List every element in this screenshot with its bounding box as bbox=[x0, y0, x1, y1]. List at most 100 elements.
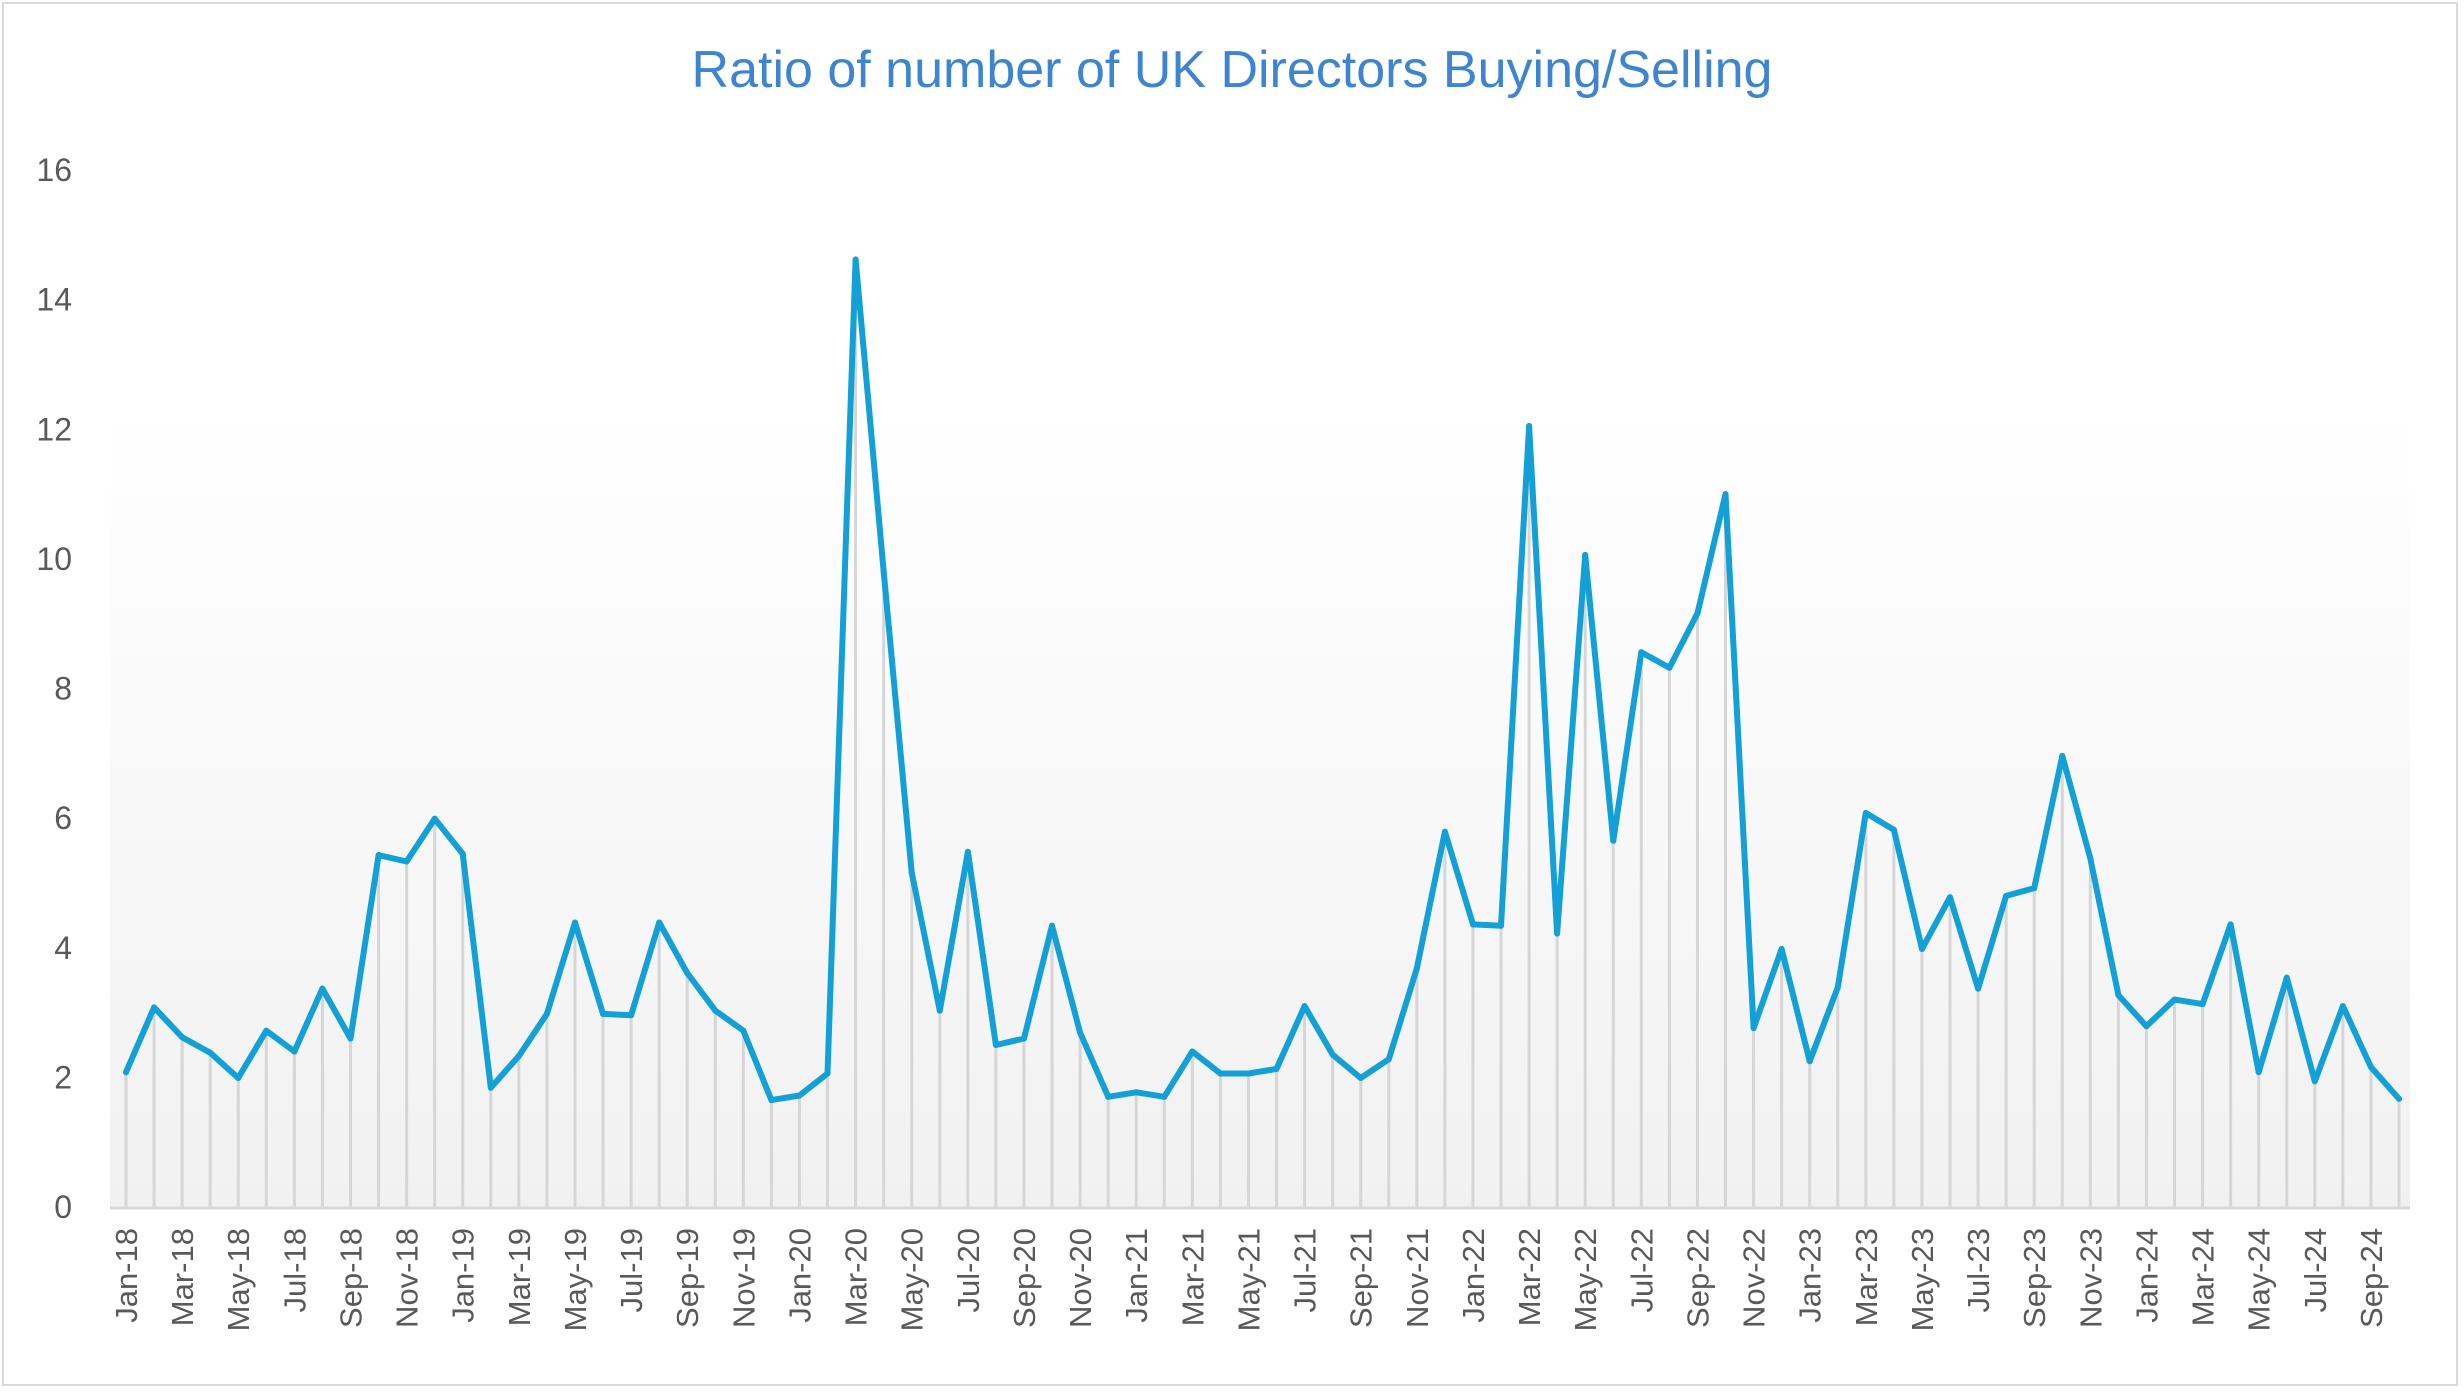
data-point bbox=[487, 1084, 494, 1091]
data-point bbox=[459, 850, 466, 857]
x-tick-label: Mar-24 bbox=[2186, 1228, 2221, 1326]
data-point bbox=[1469, 921, 1476, 928]
data-point bbox=[1498, 922, 1505, 929]
data-point bbox=[1554, 930, 1561, 937]
data-point bbox=[1161, 1093, 1168, 1100]
x-tick-label: Jul-20 bbox=[951, 1228, 986, 1312]
data-point bbox=[2143, 1023, 2150, 1030]
data-point bbox=[1975, 985, 1982, 992]
data-point bbox=[684, 970, 691, 977]
y-tick-label: 12 bbox=[36, 411, 72, 447]
data-point bbox=[515, 1052, 522, 1059]
x-tick-label: Mar-22 bbox=[1512, 1228, 1547, 1326]
x-tick-label: Nov-20 bbox=[1063, 1228, 1098, 1328]
data-point bbox=[2087, 855, 2094, 862]
x-tick-label: Jan-18 bbox=[109, 1228, 144, 1323]
x-tick-label: May-18 bbox=[221, 1228, 256, 1331]
data-point bbox=[375, 852, 382, 859]
x-tick-label: May-23 bbox=[1905, 1228, 1940, 1331]
x-tick-label: Sep-22 bbox=[1680, 1228, 1715, 1328]
data-point bbox=[2255, 1069, 2262, 1076]
x-tick-label: Sep-21 bbox=[1344, 1228, 1379, 1328]
y-tick-label: 0 bbox=[54, 1189, 72, 1225]
data-point bbox=[207, 1049, 214, 1056]
data-point bbox=[571, 919, 578, 926]
x-tick-label: Jul-22 bbox=[1624, 1228, 1659, 1312]
data-point bbox=[964, 848, 971, 855]
data-point bbox=[1189, 1048, 1196, 1055]
x-tick-label: Sep-23 bbox=[2017, 1228, 2052, 1328]
data-point bbox=[1020, 1035, 1027, 1042]
data-point bbox=[1862, 809, 1869, 816]
x-tick-label: Jul-24 bbox=[2298, 1228, 2333, 1312]
y-tick-label: 8 bbox=[54, 671, 72, 707]
data-point bbox=[2339, 1003, 2346, 1010]
data-point bbox=[796, 1092, 803, 1099]
data-point bbox=[880, 568, 887, 575]
data-point bbox=[1133, 1089, 1140, 1096]
data-point bbox=[543, 1010, 550, 1017]
data-point bbox=[1526, 423, 1533, 430]
data-point bbox=[2115, 992, 2122, 999]
x-tick-label: Nov-21 bbox=[1400, 1228, 1435, 1328]
data-point bbox=[1722, 491, 1729, 498]
y-tick-label: 2 bbox=[54, 1059, 72, 1095]
data-point bbox=[768, 1097, 775, 1104]
y-tick-label: 6 bbox=[54, 800, 72, 836]
data-point bbox=[1077, 1029, 1084, 1036]
x-tick-label: Sep-24 bbox=[2354, 1228, 2389, 1328]
data-point bbox=[1834, 984, 1841, 991]
data-point bbox=[1890, 826, 1897, 833]
x-tick-label: Mar-19 bbox=[502, 1228, 537, 1326]
data-point bbox=[291, 1048, 298, 1055]
data-point bbox=[1666, 664, 1673, 671]
x-tick-label: Jul-21 bbox=[1288, 1228, 1323, 1312]
data-point bbox=[2227, 921, 2234, 928]
data-point bbox=[1385, 1056, 1392, 1063]
x-tick-label: May-20 bbox=[895, 1228, 930, 1331]
data-point bbox=[2171, 996, 2178, 1003]
data-point bbox=[2283, 974, 2290, 981]
data-point bbox=[2367, 1064, 2374, 1071]
x-tick-label: Nov-19 bbox=[726, 1228, 761, 1328]
x-tick-label: Jul-18 bbox=[277, 1228, 312, 1312]
x-tick-label: May-22 bbox=[1568, 1228, 1603, 1331]
data-point bbox=[1638, 649, 1645, 656]
data-point bbox=[852, 256, 859, 263]
x-tick-label: Jan-24 bbox=[2129, 1228, 2164, 1323]
data-point bbox=[235, 1075, 242, 1082]
data-point bbox=[2059, 752, 2066, 759]
x-tick-label: Mar-21 bbox=[1175, 1228, 1210, 1326]
data-point bbox=[1301, 1003, 1308, 1010]
data-point bbox=[1273, 1065, 1280, 1072]
data-point bbox=[824, 1070, 831, 1077]
x-tick-label: Nov-23 bbox=[2073, 1228, 2108, 1328]
data-point bbox=[1947, 894, 1954, 901]
x-tick-label: Nov-18 bbox=[390, 1228, 425, 1328]
data-point bbox=[1413, 965, 1420, 972]
x-tick-label: Nov-22 bbox=[1737, 1228, 1772, 1328]
data-point bbox=[936, 1007, 943, 1014]
data-point bbox=[1750, 1025, 1757, 1032]
data-point bbox=[431, 815, 438, 822]
x-tick-label: Sep-18 bbox=[333, 1228, 368, 1328]
data-point bbox=[179, 1034, 186, 1041]
data-point bbox=[319, 985, 326, 992]
x-tick-label: May-21 bbox=[1231, 1228, 1266, 1331]
x-tick-label: May-19 bbox=[558, 1228, 593, 1331]
data-point bbox=[1217, 1070, 1224, 1077]
plot-area-background bbox=[110, 400, 2410, 1208]
data-point bbox=[2311, 1078, 2318, 1085]
data-point bbox=[740, 1027, 747, 1034]
x-tick-label: Sep-19 bbox=[670, 1228, 705, 1328]
y-tick-label: 4 bbox=[54, 930, 72, 966]
data-point bbox=[2003, 892, 2010, 899]
data-point bbox=[908, 869, 915, 876]
data-point bbox=[403, 858, 410, 865]
x-tick-label: Jul-19 bbox=[614, 1228, 649, 1312]
y-tick-label: 14 bbox=[36, 282, 72, 318]
data-point bbox=[1694, 610, 1701, 617]
x-tick-label: May-24 bbox=[2242, 1228, 2277, 1331]
